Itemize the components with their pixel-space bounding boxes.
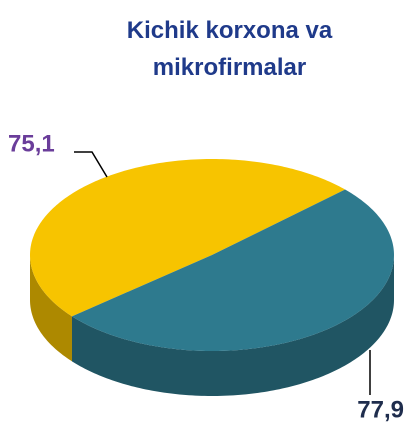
data-label: 77,9 <box>357 396 404 423</box>
chart-title: Kichik korxona va mikrofirmalar <box>126 17 333 81</box>
pie-slice-side <box>30 255 72 362</box>
leader-line <box>74 151 108 178</box>
pie-slice <box>30 159 346 317</box>
pie-slice <box>71 189 395 351</box>
data-label: 75,1 <box>8 130 55 157</box>
pie-slice-side <box>71 255 395 396</box>
